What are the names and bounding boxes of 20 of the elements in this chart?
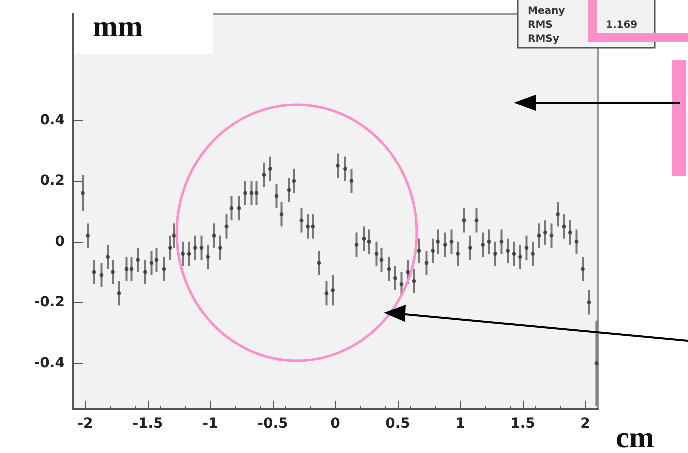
annotation: RMSy	[528, 34, 560, 45]
x-tick-label: 0	[330, 416, 341, 432]
x-tick-label: -0.5	[258, 416, 288, 432]
x-tick-label: 1.5	[510, 416, 536, 432]
x-tick-label: -1.5	[132, 416, 164, 432]
text: 1.169	[606, 20, 638, 31]
x-tick-label: 1	[456, 416, 466, 432]
y-axis-title: mm	[93, 10, 143, 44]
x-tick-label: 0.5	[386, 416, 410, 432]
y-tick-label: -0.4	[34, 355, 66, 372]
y-tick-label: 0	[55, 234, 66, 250]
x-axis-title: cm	[616, 422, 654, 453]
annotation: RMS	[528, 20, 553, 31]
y-tick-label: 0.4	[40, 112, 66, 128]
x-tick-label: -2	[78, 416, 94, 432]
x-tick-label: -1	[202, 416, 218, 432]
annotation: Meany	[528, 6, 566, 17]
y-tick-label: 0.2	[40, 173, 65, 190]
y-tick-label: -0.2	[34, 294, 65, 311]
x-tick-label: 2	[580, 416, 590, 432]
